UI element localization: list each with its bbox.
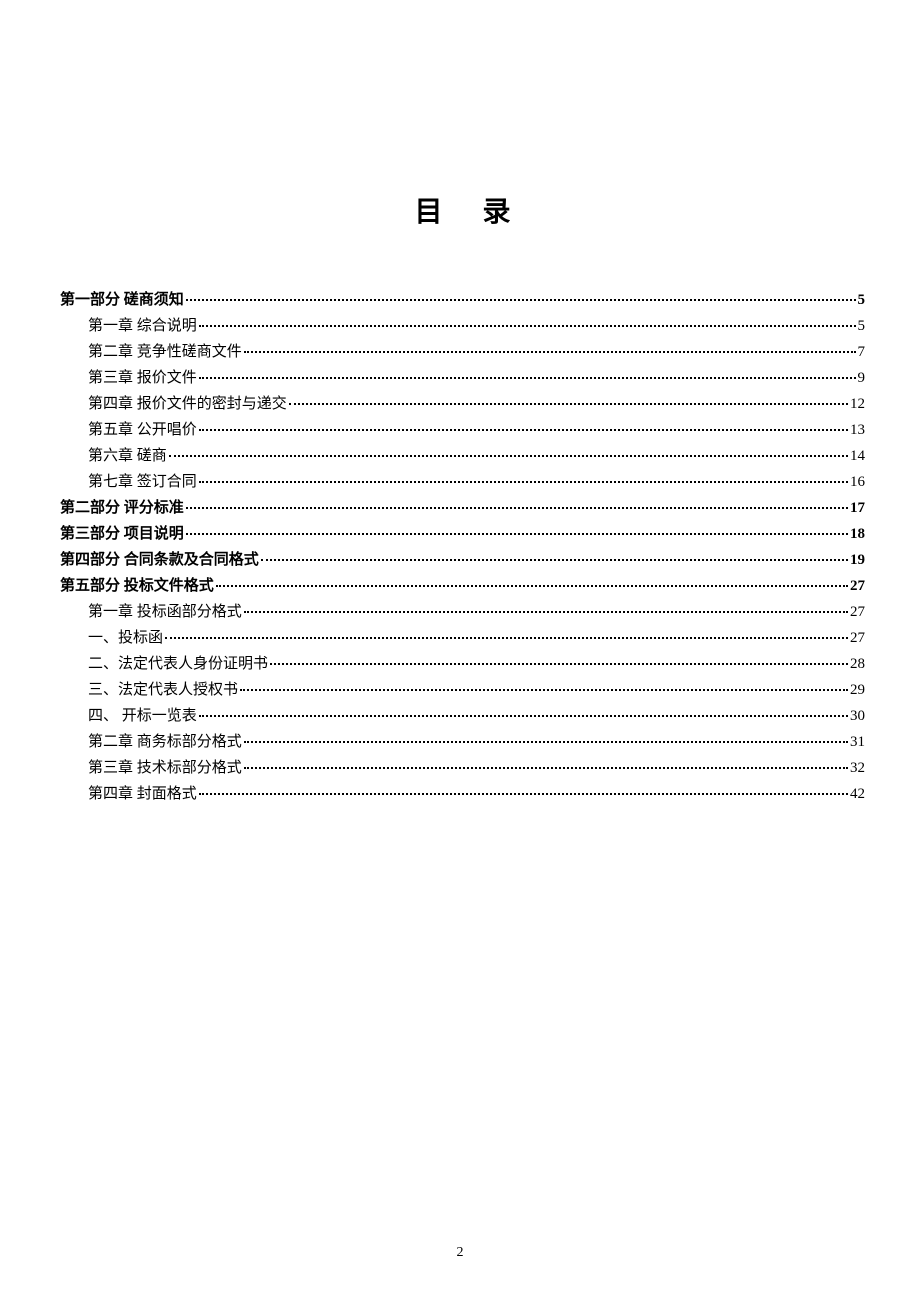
toc-entry-page: 32	[850, 758, 865, 779]
toc-leader-dots	[169, 455, 848, 457]
toc-leader-dots	[244, 351, 856, 353]
toc-leader-dots	[199, 481, 848, 483]
toc-entry-page: 5	[858, 316, 866, 337]
toc-leader-dots	[199, 715, 848, 717]
toc-leader-dots	[199, 429, 848, 431]
toc-entry-page: 18	[850, 524, 865, 545]
toc-entry-page: 7	[858, 342, 866, 363]
toc-entry: 第一部分 磋商须知 5	[60, 290, 865, 311]
toc-entry: 三、法定代表人授权书 29	[60, 680, 865, 701]
toc-leader-dots	[186, 507, 848, 509]
page-number: 2	[0, 1245, 920, 1261]
toc-entry: 第三部分 项目说明 18	[60, 524, 865, 545]
toc-entry: 第二章 竞争性磋商文件 7	[60, 342, 865, 363]
toc-entry-label: 第五章 公开唱价	[88, 420, 197, 441]
toc-entry: 第三章 技术标部分格式 32	[60, 758, 865, 779]
toc-entry-label: 第四章 报价文件的密封与递交	[88, 394, 287, 415]
toc-leader-dots	[199, 325, 856, 327]
toc-entry: 第七章 签订合同 16	[60, 472, 865, 493]
toc-entry: 第一章 投标函部分格式 27	[60, 602, 865, 623]
toc-entry: 二、法定代表人身份证明书 28	[60, 654, 865, 675]
toc-leader-dots	[216, 585, 848, 587]
toc-entry: 第六章 磋商 14	[60, 446, 865, 467]
toc-entry: 第五部分 投标文件格式 27	[60, 576, 865, 597]
toc-entry-label: 第四部分 合同条款及合同格式	[60, 550, 259, 571]
toc-entry-label: 第六章 磋商	[88, 446, 167, 467]
toc-entry-page: 27	[850, 628, 865, 649]
toc-entry-page: 42	[850, 784, 865, 805]
toc-entry-page: 9	[858, 368, 866, 389]
toc-entry-label: 第二章 竞争性磋商文件	[88, 342, 242, 363]
toc-entry-page: 19	[850, 550, 865, 571]
toc-entry-label: 三、法定代表人授权书	[88, 680, 238, 701]
toc-entry: 第二部分 评分标准 17	[60, 498, 865, 519]
toc-entry: 一、投标函 27	[60, 628, 865, 649]
toc-entry-label: 第一章 投标函部分格式	[88, 602, 242, 623]
toc-entry: 第二章 商务标部分格式 31	[60, 732, 865, 753]
toc-entry-label: 第三章 技术标部分格式	[88, 758, 242, 779]
toc-entry-label: 二、法定代表人身份证明书	[88, 654, 268, 675]
toc-entry: 第四部分 合同条款及合同格式 19	[60, 550, 865, 571]
toc-entry-page: 17	[850, 498, 865, 519]
toc-entry-label: 第五部分 投标文件格式	[60, 576, 214, 597]
toc-entry: 第三章 报价文件 9	[60, 368, 865, 389]
toc-entry-label: 四、 开标一览表	[88, 706, 197, 727]
toc-entry-page: 31	[850, 732, 865, 753]
toc-leader-dots	[244, 767, 848, 769]
toc-leader-dots	[165, 637, 848, 639]
toc-entry-label: 第一章 综合说明	[88, 316, 197, 337]
toc-entry-page: 29	[850, 680, 865, 701]
toc-entry: 四、 开标一览表 30	[60, 706, 865, 727]
toc-entry-page: 27	[850, 576, 865, 597]
toc-entry-label: 第三部分 项目说明	[60, 524, 184, 545]
toc-leader-dots	[240, 689, 848, 691]
toc-leader-dots	[244, 741, 848, 743]
toc-leader-dots	[186, 533, 848, 535]
toc-leader-dots	[270, 663, 848, 665]
toc-entry: 第四章 封面格式 42	[60, 784, 865, 805]
toc-leader-dots	[244, 611, 848, 613]
toc-entry: 第五章 公开唱价 13	[60, 420, 865, 441]
toc-entry: 第四章 报价文件的密封与递交 12	[60, 394, 865, 415]
toc-entry-label: 一、投标函	[88, 628, 163, 649]
toc-leader-dots	[199, 793, 848, 795]
page-title: 目录	[60, 190, 865, 230]
toc-entry-label: 第四章 封面格式	[88, 784, 197, 805]
toc-leader-dots	[199, 377, 856, 379]
toc-entry-page: 27	[850, 602, 865, 623]
table-of-contents: 第一部分 磋商须知 5 第一章 综合说明 5 第二章 竞争性磋商文件 7 第三章 报价文件 9…	[60, 290, 865, 805]
toc-entry: 第一章 综合说明 5	[60, 316, 865, 337]
toc-entry-page: 28	[850, 654, 865, 675]
toc-leader-dots	[186, 299, 856, 301]
toc-leader-dots	[289, 403, 848, 405]
document-page: 目录 第一部分 磋商须知 5 第一章 综合说明 5 第二章 竞争性磋商文件 7 第三章 报价…	[0, 0, 920, 805]
toc-entry-page: 30	[850, 706, 865, 727]
toc-entry-page: 13	[850, 420, 865, 441]
toc-entry-label: 第二部分 评分标准	[60, 498, 184, 519]
toc-leader-dots	[261, 559, 848, 561]
toc-entry-label: 第七章 签订合同	[88, 472, 197, 493]
toc-entry-page: 14	[850, 446, 865, 467]
toc-entry-page: 5	[858, 290, 866, 311]
toc-entry-label: 第一部分 磋商须知	[60, 290, 184, 311]
toc-entry-page: 12	[850, 394, 865, 415]
toc-entry-label: 第三章 报价文件	[88, 368, 197, 389]
toc-entry-page: 16	[850, 472, 865, 493]
toc-entry-label: 第二章 商务标部分格式	[88, 732, 242, 753]
